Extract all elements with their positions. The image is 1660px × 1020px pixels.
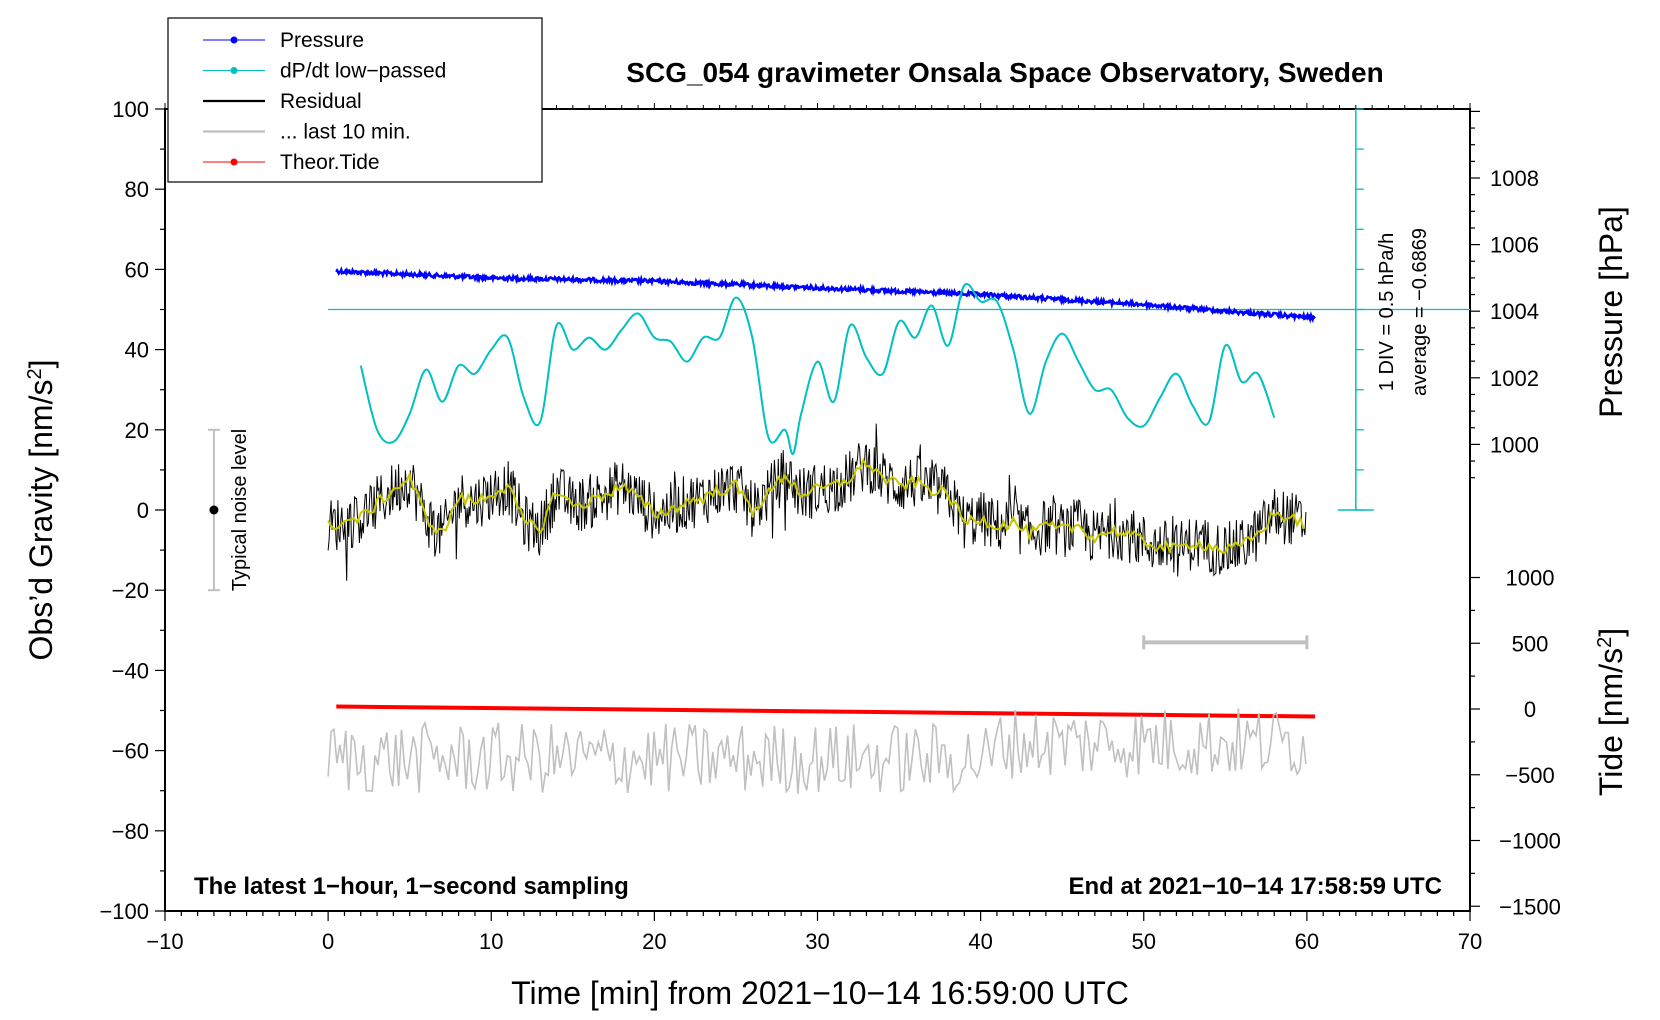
legend-label: Theor.Tide: [280, 151, 380, 174]
y-axis-tide-title-end: ]: [1593, 628, 1629, 637]
x-tick-label: 30: [805, 929, 829, 954]
y-tick-label-tide: 1000: [1506, 566, 1555, 591]
legend-label: ... last 10 min.: [280, 121, 411, 144]
y-tick-label-left: 100: [112, 97, 149, 122]
sampling-note: The latest 1−hour, 1−second sampling: [194, 873, 629, 900]
dpdt-average-label: average = −0.6869: [1409, 228, 1431, 396]
y-tick-label-tide: 500: [1512, 631, 1549, 656]
legend-label: Residual: [280, 90, 362, 113]
y-tick-label-left: −60: [112, 739, 149, 764]
y-axis-pressure-title: Pressure [hPa]: [1593, 206, 1629, 418]
y-tick-label-left: 0: [137, 498, 149, 523]
end-time-note: End at 2021−10−14 17:58:59 UTC: [1068, 873, 1442, 900]
last-10-min-line: [327, 708, 1307, 794]
y-axis-left-title: Obs’d Gravity [nm/s2]: [23, 360, 59, 661]
y-tick-label-pressure: 1008: [1490, 166, 1539, 191]
legend-marker: [230, 67, 238, 74]
y-axis-left-title-sup: 2: [24, 368, 46, 379]
y-tick-label-pressure: 1006: [1490, 233, 1539, 258]
dpdt-line: [359, 282, 1276, 455]
y-tick-label-left: −40: [112, 658, 149, 683]
chart-title: SCG_054 gravimeter Onsala Space Observat…: [626, 57, 1383, 88]
x-tick-label: 70: [1458, 929, 1482, 954]
x-tick-label: −10: [146, 929, 183, 954]
y-tick-label-left: −20: [112, 578, 149, 603]
x-tick-label: 0: [322, 929, 334, 954]
data-series: [207, 266, 1316, 794]
x-tick-label: 10: [479, 929, 503, 954]
dpdt-scale-label: 1 DIV = 0.5 hPa/h: [1376, 233, 1398, 391]
y-tick-label-pressure: 1000: [1490, 432, 1539, 457]
legend-marker: [230, 158, 238, 166]
x-tick-label: 60: [1295, 929, 1319, 954]
theor-tide-line: [336, 704, 1316, 719]
y-tick-label-tide: −500: [1505, 763, 1555, 788]
x-tick-label: 20: [642, 929, 666, 954]
x-tick-label: 40: [968, 929, 992, 954]
y-axis-tide-title: Tide [nm/s2]: [1593, 628, 1629, 796]
y-tick-label-left: −100: [99, 899, 149, 924]
legend-label: Pressure: [280, 29, 364, 52]
y-axis-tide-title-sup: 2: [1594, 637, 1616, 648]
y-axis-left-title-end: ]: [23, 360, 59, 369]
residual-line: [327, 423, 1307, 581]
noise-bar-center: [209, 505, 219, 515]
y-tick-label-pressure: 1002: [1490, 366, 1539, 391]
y-tick-label-tide: 0: [1524, 697, 1536, 722]
y-tick-label-left: −80: [112, 819, 149, 844]
y-tick-label-left: 60: [125, 257, 149, 282]
pressure-line: [335, 266, 1316, 324]
y-tick-label-tide: −1000: [1499, 829, 1561, 854]
y-tick-label-left: 40: [125, 338, 149, 363]
noise-level-label: Typical noise level: [229, 429, 251, 591]
legend-marker: [230, 36, 238, 44]
x-tick-label: 50: [1132, 929, 1156, 954]
residual-smoothed-line: [327, 457, 1305, 555]
y-tick-label-pressure: 1004: [1490, 299, 1539, 324]
y-tick-label-left: 80: [125, 177, 149, 202]
y-tick-label-left: 20: [125, 418, 149, 443]
legend-label: dP/dt low−passed: [280, 60, 446, 83]
x-axis-title: Time [min] from 2021−10−14 16:59:00 UTC: [511, 975, 1129, 1011]
plot-lines: [328, 108, 1470, 511]
axes: −10 0 10 20 30 40 50 60 70100806040200−20−40−60−…: [99, 97, 1560, 954]
y-tick-label-tide: −1500: [1499, 894, 1561, 919]
y-axis-left-title-main: Obs’d Gravity [nm/s: [23, 380, 59, 661]
legend: Pressure dP/dt low−passed Residual ... last…: [167, 17, 543, 183]
y-axis-tide-title-main: Tide [nm/s: [1593, 648, 1629, 796]
